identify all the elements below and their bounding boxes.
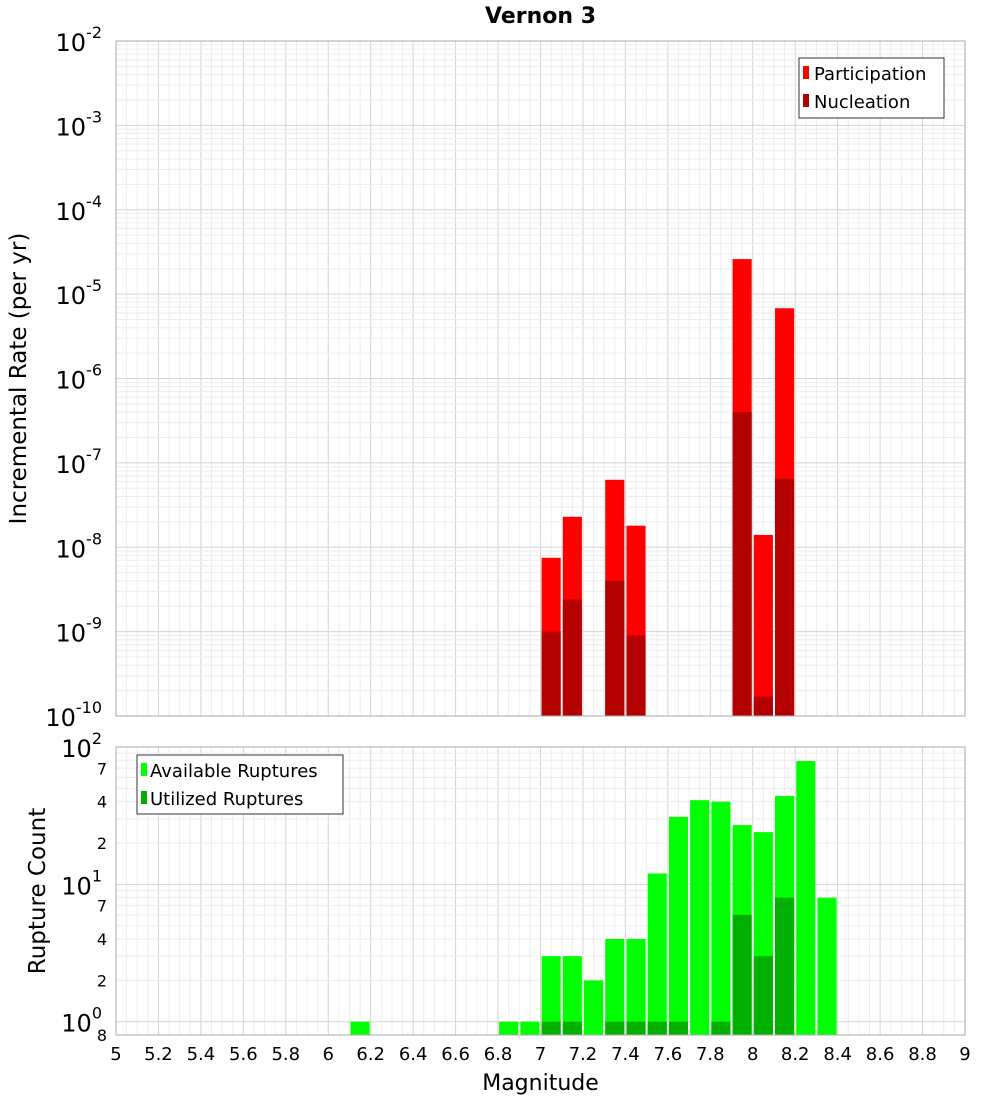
bar	[520, 1021, 540, 1035]
bar	[584, 980, 604, 1035]
bar	[668, 1021, 689, 1035]
legend-swatch	[141, 791, 147, 804]
bar	[690, 800, 710, 1035]
x-tick-label: 7.2	[569, 1044, 598, 1065]
bar	[605, 580, 625, 716]
x-tick-label: 5.4	[187, 1044, 216, 1065]
bar	[541, 631, 561, 716]
legend-label: Participation	[814, 64, 926, 85]
y-tick-label: 102	[61, 729, 102, 763]
y-tick-label: 4	[97, 793, 107, 812]
bar	[732, 412, 752, 716]
y-tick-label: 10-8	[56, 529, 103, 563]
bar	[775, 897, 795, 1035]
y-tick-label: 7	[97, 759, 107, 778]
x-tick-label: 7.6	[654, 1044, 683, 1065]
y-tick-label: 10-10	[45, 698, 102, 732]
top-gridlines	[115, 41, 966, 717]
bar	[350, 1021, 370, 1035]
y-tick-label: 7	[97, 897, 107, 916]
bar	[732, 914, 752, 1035]
x-tick-label: 6	[323, 1044, 334, 1065]
bar	[605, 1021, 625, 1035]
bar	[499, 1021, 519, 1035]
y-tick-label: 101	[61, 866, 102, 900]
chart-title: Vernon 3	[485, 4, 596, 29]
bottom-plot-border	[115, 746, 966, 1036]
x-tick-label: 5.2	[144, 1044, 173, 1065]
bar	[796, 761, 816, 1035]
bottom-legend: Available Ruptures Utilized Ruptures	[136, 754, 344, 815]
bar	[541, 956, 561, 1035]
y-tick-label: 10-2	[56, 23, 103, 57]
y-tick-label: 8	[97, 1026, 107, 1045]
legend-swatch	[141, 763, 147, 776]
bar	[775, 478, 795, 716]
bar	[753, 956, 773, 1035]
bar	[668, 816, 689, 1035]
bar	[753, 534, 773, 716]
bar	[626, 635, 646, 716]
legend-swatch	[803, 94, 809, 107]
top-plot-border	[115, 40, 966, 717]
y-tick-label: 100	[61, 1004, 102, 1038]
y-tick-label: 2	[97, 971, 107, 990]
bar	[562, 1021, 582, 1035]
x-tick-label: 6.2	[356, 1044, 385, 1065]
x-tick-label: 9	[959, 1044, 970, 1065]
bar	[562, 956, 582, 1035]
bar	[647, 1021, 667, 1035]
y-tick-label: 10-9	[56, 614, 103, 648]
x-tick-label: 8.8	[908, 1044, 937, 1065]
x-tick-label: 8.4	[823, 1044, 852, 1065]
legend-label: Nucleation	[814, 92, 910, 113]
bar	[711, 1021, 731, 1035]
x-tick-label: 6.6	[441, 1044, 470, 1065]
y-tick-label: 10-7	[56, 445, 103, 479]
bottom-y-axis-label: Rupture Count	[25, 808, 51, 974]
x-tick-label: 7.4	[611, 1044, 640, 1065]
bar	[541, 1021, 561, 1035]
x-tick-label: 8.6	[866, 1044, 895, 1065]
bar	[626, 1021, 646, 1035]
top-y-axis-label: Incremental Rate (per yr)	[6, 233, 32, 525]
y-tick-label: 10-6	[56, 361, 103, 395]
bottom-series-utilized	[541, 897, 795, 1035]
y-tick-label: 10-4	[56, 192, 103, 226]
x-tick-label: 6.8	[484, 1044, 513, 1065]
x-tick-label: 8	[747, 1044, 758, 1065]
x-tick-label: 8.2	[781, 1044, 810, 1065]
bar	[711, 801, 731, 1035]
bar	[562, 599, 582, 716]
bar	[753, 696, 773, 716]
x-tick-label: 5	[110, 1044, 121, 1065]
y-tick-label: 2	[97, 834, 107, 853]
x-tick-label: 7.8	[696, 1044, 725, 1065]
x-axis-label: Magnitude	[482, 1071, 599, 1096]
bar	[647, 873, 667, 1035]
top-series-nucleation	[541, 412, 795, 716]
bar	[817, 897, 837, 1035]
y-tick-label: 4	[97, 930, 107, 949]
bar	[605, 939, 625, 1035]
bar	[626, 939, 646, 1035]
x-tick-label: 7	[535, 1044, 546, 1065]
top-legend: Participation Nucleation	[798, 57, 945, 119]
legend-swatch	[803, 66, 809, 79]
x-tick-label: 5.6	[229, 1044, 258, 1065]
y-tick-label: 10-3	[56, 107, 103, 141]
legend-label: Utilized Ruptures	[150, 789, 303, 810]
x-tick-label: 5.8	[271, 1044, 300, 1065]
y-tick-label: 10-5	[56, 276, 103, 310]
legend-label: Available Ruptures	[150, 761, 318, 782]
x-tick-label: 6.4	[399, 1044, 428, 1065]
